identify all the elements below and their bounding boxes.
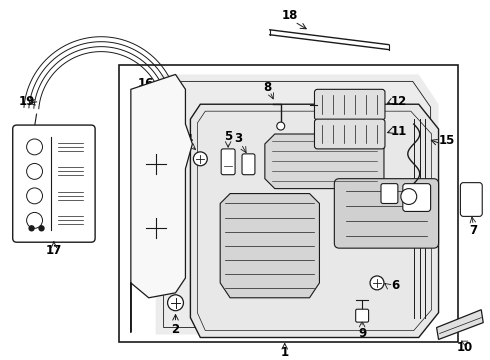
- Polygon shape: [21, 194, 36, 219]
- Polygon shape: [437, 310, 483, 339]
- Polygon shape: [191, 104, 439, 337]
- Text: 5: 5: [224, 130, 232, 144]
- Text: 2: 2: [172, 323, 179, 336]
- Circle shape: [26, 139, 43, 155]
- Bar: [119, 64, 459, 342]
- Circle shape: [26, 188, 43, 204]
- Circle shape: [26, 212, 43, 228]
- Text: 13: 13: [418, 193, 435, 206]
- Text: 11: 11: [391, 125, 407, 138]
- Text: 7: 7: [469, 224, 477, 237]
- FancyBboxPatch shape: [461, 183, 482, 216]
- FancyBboxPatch shape: [334, 179, 439, 248]
- Polygon shape: [156, 75, 439, 334]
- Circle shape: [168, 295, 183, 311]
- Text: 9: 9: [358, 327, 366, 340]
- Text: 8: 8: [264, 81, 272, 94]
- FancyBboxPatch shape: [315, 119, 385, 149]
- FancyBboxPatch shape: [356, 309, 368, 322]
- Polygon shape: [131, 75, 193, 333]
- Polygon shape: [265, 134, 384, 189]
- Circle shape: [29, 226, 34, 231]
- Circle shape: [39, 226, 44, 231]
- Text: 3: 3: [234, 132, 242, 145]
- Text: 15: 15: [439, 134, 455, 148]
- Text: 19: 19: [19, 95, 35, 108]
- Circle shape: [277, 122, 285, 130]
- Circle shape: [370, 276, 384, 290]
- FancyBboxPatch shape: [13, 125, 95, 242]
- Text: 14: 14: [365, 189, 381, 202]
- FancyBboxPatch shape: [403, 184, 431, 211]
- Text: 16: 16: [138, 77, 154, 90]
- Circle shape: [26, 163, 43, 179]
- Polygon shape: [220, 194, 319, 298]
- Text: 17: 17: [46, 244, 62, 257]
- Text: 10: 10: [456, 341, 472, 354]
- FancyBboxPatch shape: [242, 154, 255, 175]
- FancyBboxPatch shape: [315, 89, 385, 120]
- Text: 12: 12: [391, 95, 407, 108]
- Circle shape: [401, 189, 416, 204]
- Text: 18: 18: [281, 9, 298, 22]
- FancyBboxPatch shape: [381, 184, 398, 203]
- Text: 6: 6: [391, 279, 399, 292]
- Text: 4: 4: [184, 134, 193, 147]
- FancyBboxPatch shape: [221, 149, 235, 175]
- Text: 1: 1: [281, 346, 289, 359]
- Circle shape: [194, 152, 207, 166]
